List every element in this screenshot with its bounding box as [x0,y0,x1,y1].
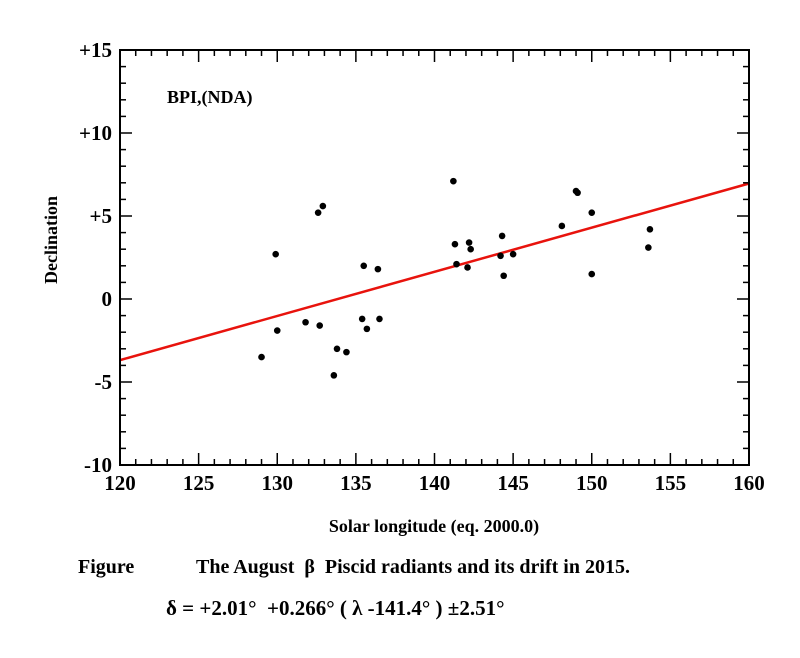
y-axis-title: Declination [41,196,61,284]
x-axis-title: Solar longitude (eq. 2000.0) [329,516,539,537]
points-layer [258,177,654,379]
y-tick-label: +5 [90,204,112,228]
data-point [314,209,322,216]
data-point [272,250,279,258]
data-point [333,345,341,353]
data-point [360,262,368,270]
x-tick-label: 150 [576,471,608,495]
caption-text: The August β Piscid radiants and its dri… [196,556,630,578]
data-point [498,232,506,240]
data-point [453,260,460,268]
x-tick-label: 130 [262,471,294,495]
drift-fit-line [119,182,750,362]
data-point [500,272,507,280]
plot-frame [119,49,750,466]
data-point [450,177,457,185]
ticks-layer [119,49,750,466]
data-point [319,202,327,210]
data-point [646,225,654,233]
x-tick-label: 125 [183,471,215,495]
data-point [451,240,459,248]
data-point [509,250,517,258]
data-point [497,252,504,260]
data-point [374,265,382,273]
y-tick-label: -5 [95,370,113,394]
data-point [343,348,350,356]
data-point [574,189,581,197]
y-tick-label: +10 [79,121,112,145]
data-point [376,315,383,323]
data-point [464,264,471,271]
x-tick-label: 145 [497,471,529,495]
data-point [330,372,338,379]
data-point [467,245,474,253]
drift-formula: δ = +2.01° +0.266° ( λ -141.4° ) ±2.51° [166,596,505,620]
y-tick-labels: -10 -5 0 +5 +10 +15 [79,38,112,477]
data-point [588,209,596,216]
data-point [258,353,265,361]
x-tick-label: 120 [104,471,136,495]
data-point [273,327,281,334]
x-tick-label: 135 [340,471,372,495]
data-point [465,239,473,246]
data-point [316,322,324,329]
scatter-chart: 120 125 130 135 140 145 150 155 160 -10 -5 0 +5 +10 +… [41,38,765,537]
x-tick-label: 160 [733,471,765,495]
y-tick-label: +15 [79,38,112,62]
data-point [302,318,309,326]
x-tick-label: 140 [419,471,451,495]
figure-caption: Figure The August β Piscid radiants and i… [78,556,630,579]
data-point [588,270,596,278]
x-tick-labels: 120 125 130 135 140 145 150 155 160 [104,471,765,495]
fit-layer [119,182,750,362]
y-tick-label: 0 [102,287,113,311]
data-point [645,244,652,251]
x-tick-label: 155 [655,471,687,495]
y-tick-label: -10 [84,453,112,477]
data-point [363,325,371,333]
data-point [558,222,566,230]
data-point [358,315,366,323]
caption-label: Figure [78,556,135,578]
inset-label: BPI,(NDA) [167,87,253,108]
